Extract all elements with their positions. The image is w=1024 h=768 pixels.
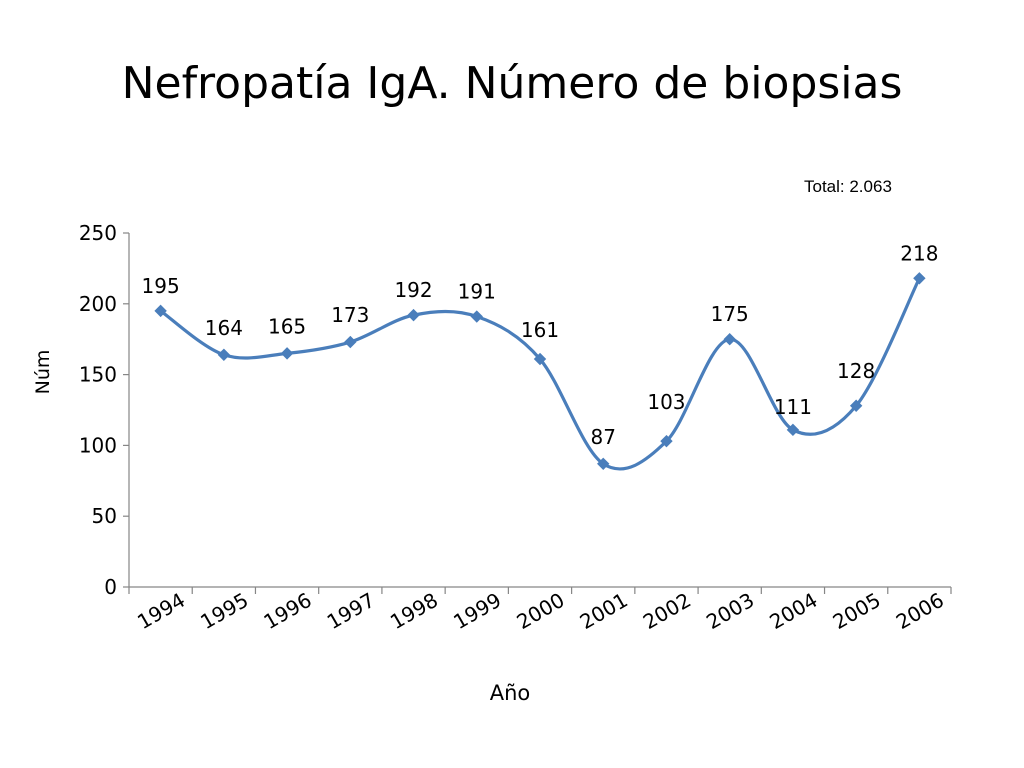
x-tick-label: 1996 [260, 588, 316, 634]
data-label: 165 [268, 314, 306, 338]
x-tick-label: 1999 [449, 588, 505, 634]
x-tick-label: 2002 [639, 588, 695, 634]
data-marker [913, 272, 926, 285]
series-line [159, 277, 921, 471]
data-label: 191 [458, 280, 496, 304]
data-marker [533, 352, 547, 366]
data-label: 128 [837, 359, 875, 383]
y-tick-label: 150 [79, 363, 117, 387]
x-tick-label: 2005 [829, 588, 885, 634]
x-tick-label: 2004 [765, 588, 821, 634]
x-tick-label: 1995 [196, 588, 252, 634]
data-marker [407, 308, 420, 322]
data-marker [470, 310, 483, 323]
data-markers [154, 272, 926, 471]
data-marker [786, 423, 800, 437]
y-tick-label: 0 [104, 575, 117, 599]
x-tick-label: 1997 [323, 588, 379, 634]
data-marker [280, 347, 294, 360]
data-marker [597, 457, 610, 471]
x-tick-label: 2000 [512, 588, 568, 634]
y-tick-label: 50 [92, 504, 117, 528]
data-labels: 195 164 165 173 192 191 161 87 103 175 111 128 218 [142, 241, 939, 448]
data-marker [849, 399, 863, 412]
x-tick-label: 1998 [386, 588, 442, 634]
data-label: 103 [647, 390, 685, 414]
data-label: 111 [774, 395, 812, 419]
data-marker [723, 332, 736, 346]
slide-title: Nefropatía IgA. Número de biopsias [121, 58, 903, 109]
y-tick-label: 100 [79, 433, 117, 457]
x-tick-labels: 1994 1995 1996 1997 1998 1999 2000 2001 2002 2003… [133, 588, 948, 634]
data-marker [217, 348, 231, 361]
data-label: 192 [394, 278, 432, 302]
data-marker [660, 434, 673, 448]
x-tick-label: 2006 [892, 588, 948, 634]
data-label: 175 [711, 302, 749, 326]
data-label: 173 [331, 303, 369, 327]
y-axis-label: Núm [32, 350, 54, 395]
chart-axes [123, 232, 952, 594]
data-label: 87 [591, 425, 616, 449]
y-tick-labels: 0 50 100 150 200 250 [79, 221, 117, 599]
data-label: 161 [521, 318, 559, 342]
data-marker [344, 335, 357, 349]
data-marker [154, 304, 167, 318]
y-tick-label: 250 [79, 221, 117, 245]
x-axis-label: Año [490, 681, 531, 705]
total-note: Total: 2.063 [804, 177, 892, 196]
y-tick-label: 200 [79, 292, 117, 316]
data-label: 218 [900, 241, 938, 265]
x-tick-label: 2001 [576, 588, 632, 634]
data-label: 164 [205, 316, 243, 340]
x-tick-label: 2003 [702, 588, 758, 634]
x-tick-label: 1994 [133, 588, 189, 634]
data-label: 195 [142, 274, 180, 298]
